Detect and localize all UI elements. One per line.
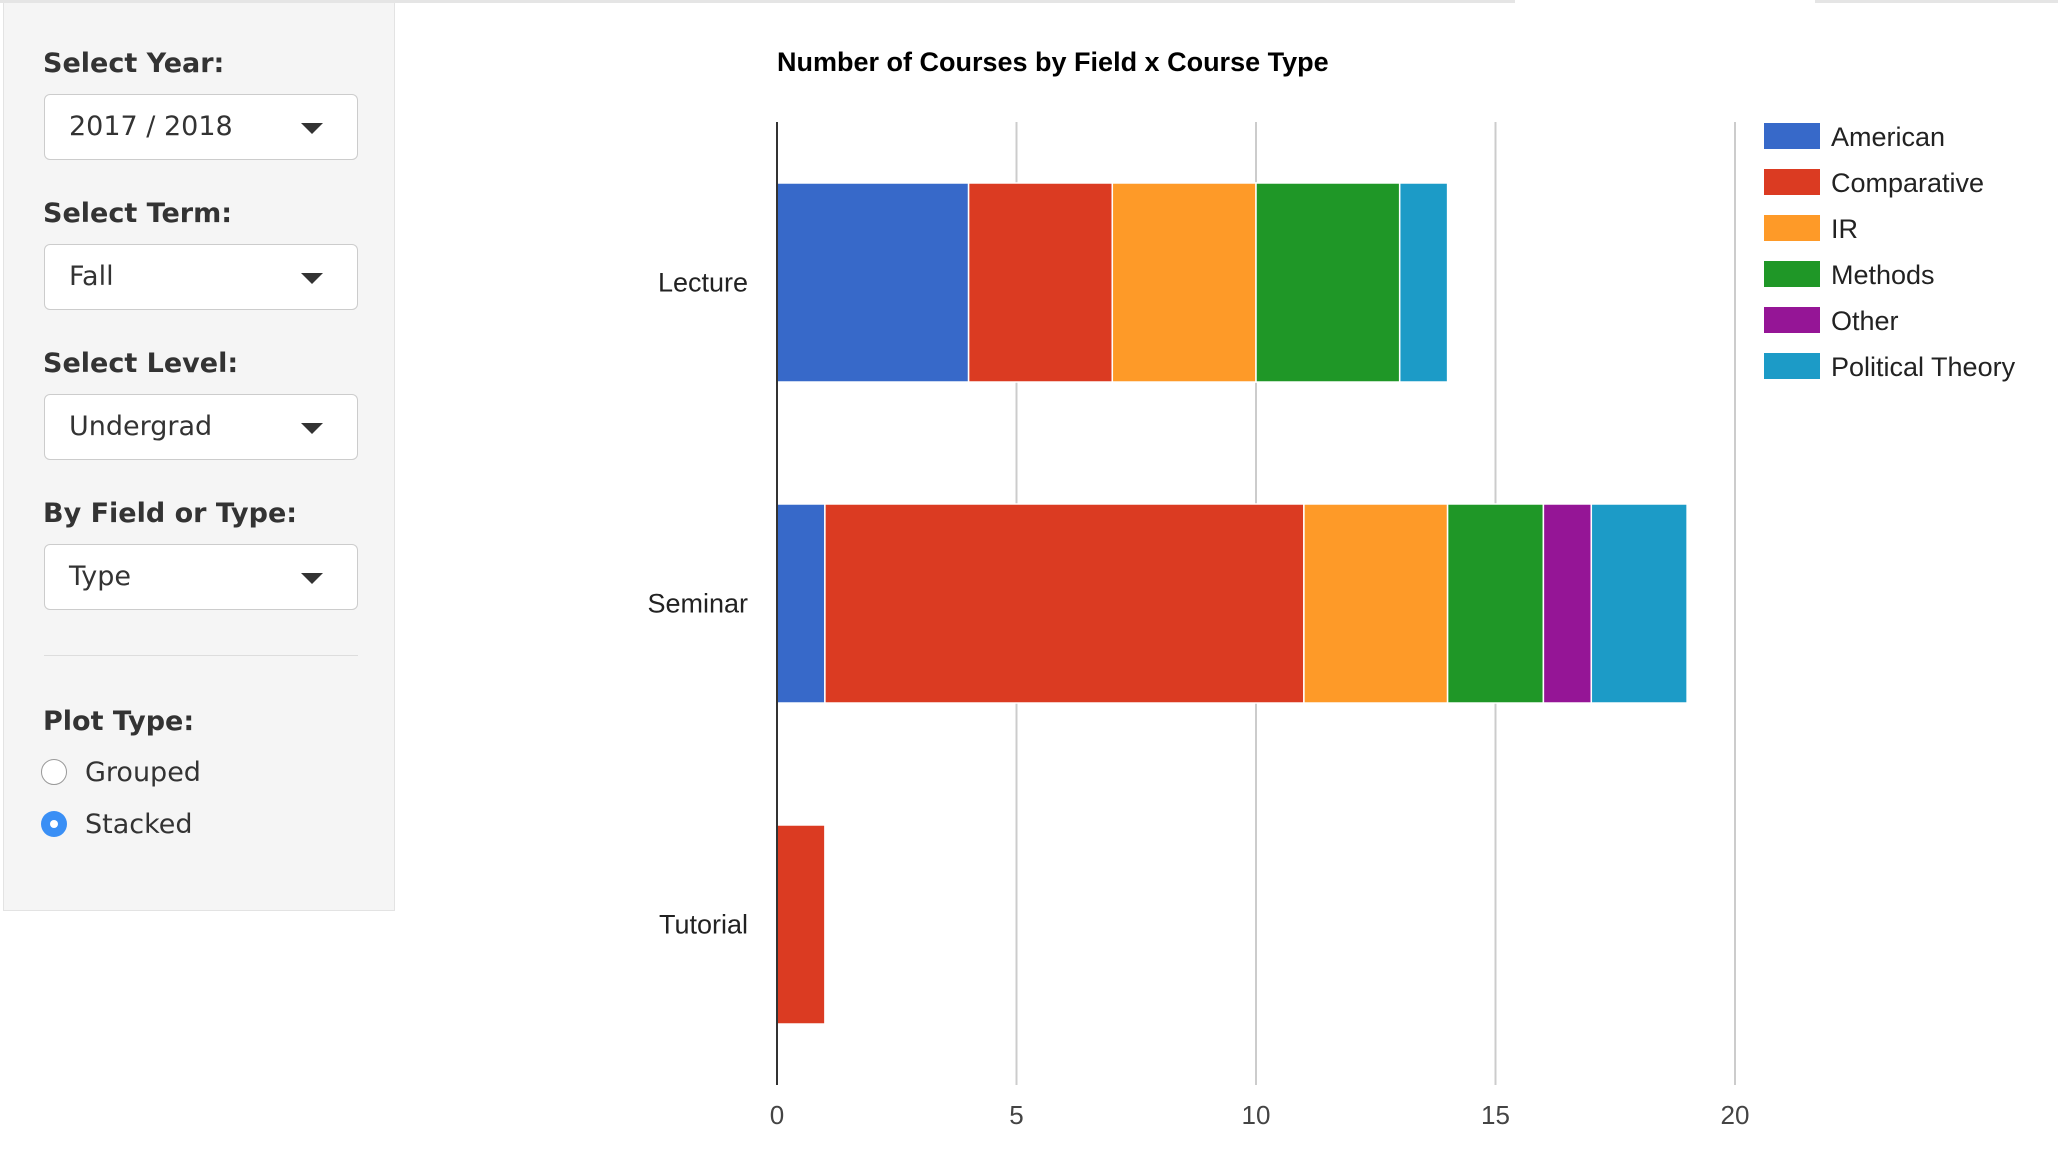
plot-type-label: Plot Type: (43, 706, 195, 737)
chart-title: Number of Courses by Field x Course Type (777, 47, 1329, 77)
x-tick-label: 5 (1009, 1100, 1023, 1130)
bars-layer (776, 182, 1688, 1025)
bar-segment[interactable] (824, 503, 1305, 704)
bar-segment[interactable] (776, 182, 970, 383)
bar-segment[interactable] (1255, 182, 1401, 383)
bar-segment[interactable] (1398, 182, 1449, 383)
bar-segment[interactable] (776, 503, 826, 704)
sidebar-panel: Select Year: 2017 / 2018 Select Term: Fa… (3, 3, 395, 911)
radio-label-stacked: Stacked (85, 809, 193, 840)
radio-button-stacked[interactable] (41, 811, 67, 837)
chevron-down-icon (301, 123, 323, 134)
bar-segment[interactable] (1446, 503, 1545, 704)
legend-swatch (1764, 261, 1820, 287)
by-field-or-type-dropdown[interactable]: Type (44, 544, 358, 610)
sidebar-divider (44, 655, 358, 656)
bar-segment[interactable] (776, 824, 826, 1025)
category-label: Tutorial (659, 910, 748, 940)
legend-swatch (1764, 169, 1820, 195)
by-field-or-type-value: Type (69, 561, 132, 592)
select-term-dropdown[interactable]: Fall (44, 244, 358, 310)
bar-segment[interactable] (967, 182, 1114, 383)
category-label: Seminar (647, 589, 748, 619)
legend-label: American (1831, 122, 1945, 152)
select-year-label: Select Year: (43, 48, 225, 79)
bar-segment[interactable] (1303, 503, 1449, 704)
select-year-value: 2017 / 2018 (69, 111, 233, 142)
axis-layer: 0 5 10 15 20 Lecture Seminar Tutorial (647, 122, 1749, 1130)
legend-swatch (1764, 353, 1820, 379)
legend-swatch (1764, 215, 1820, 241)
bar-segment[interactable] (1590, 503, 1688, 704)
legend-swatch (1764, 123, 1820, 149)
legend-label: Methods (1831, 260, 1935, 290)
select-level-dropdown[interactable]: Undergrad (44, 394, 358, 460)
category-label: Lecture (658, 268, 748, 298)
top-border (0, 0, 2058, 3)
legend-label: Other (1831, 306, 1899, 336)
x-tick-label: 10 (1242, 1100, 1271, 1130)
legend-label: Political Theory (1831, 352, 2016, 382)
x-tick-label: 15 (1481, 1100, 1510, 1130)
select-term-value: Fall (69, 261, 114, 292)
select-level-label: Select Level: (43, 348, 239, 379)
legend-label: IR (1831, 214, 1858, 244)
bar-segment[interactable] (1542, 503, 1593, 704)
legend-swatch (1764, 307, 1820, 333)
select-level-value: Undergrad (69, 411, 213, 442)
bar-segment[interactable] (1111, 182, 1257, 383)
by-field-or-type-label: By Field or Type: (43, 498, 298, 529)
chevron-down-icon (301, 273, 323, 284)
legend-label: Comparative (1831, 168, 1984, 198)
radio-label-grouped: Grouped (85, 757, 201, 788)
radio-button-grouped[interactable] (41, 759, 67, 785)
chevron-down-icon (301, 423, 323, 434)
legend: American Comparative IR Methods Other Politic… (1764, 122, 2016, 382)
select-year-dropdown[interactable]: 2017 / 2018 (44, 94, 358, 160)
select-term-label: Select Term: (43, 198, 233, 229)
x-tick-label: 0 (770, 1100, 784, 1130)
x-tick-label: 20 (1721, 1100, 1750, 1130)
chevron-down-icon (301, 573, 323, 584)
